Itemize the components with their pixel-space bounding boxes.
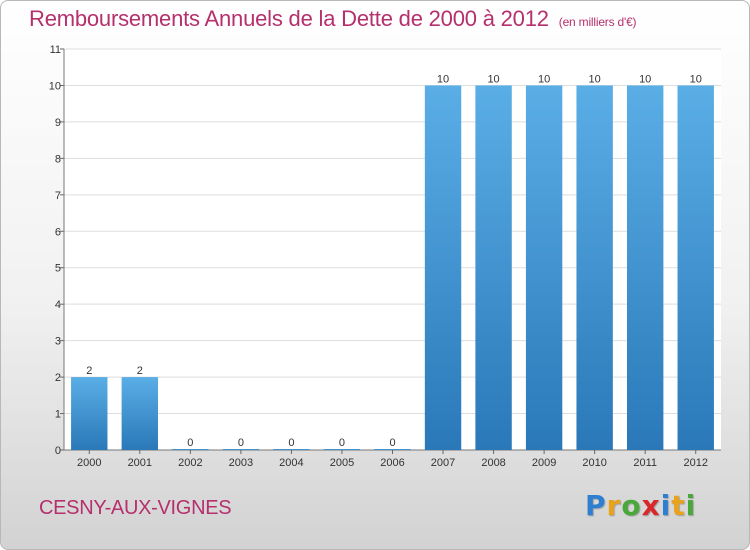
x-tick-label: 2007 <box>431 457 455 469</box>
y-tick-label: 4 <box>55 299 61 311</box>
bar <box>424 85 462 451</box>
chart-title-text: Remboursements Annuels de la Dette de 20… <box>29 6 549 31</box>
x-tick-label: 2010 <box>582 457 606 469</box>
y-tick-label: 10 <box>49 80 61 92</box>
logo-letter: t <box>671 489 686 522</box>
bar-value-label: 10 <box>690 73 702 85</box>
bar-value-label: 2 <box>137 365 143 377</box>
bar-value-label: 10 <box>487 73 499 85</box>
x-tick-label: 2008 <box>481 457 505 469</box>
bar <box>222 449 260 450</box>
bar-value-label: 0 <box>187 437 193 449</box>
y-tick-label: 0 <box>55 445 61 457</box>
bar <box>71 377 108 450</box>
y-tick-label: 8 <box>55 153 61 165</box>
y-tick-label: 6 <box>55 226 61 238</box>
bar-value-label: 10 <box>437 73 449 85</box>
bar <box>172 449 209 450</box>
bar-value-label: 0 <box>238 437 244 449</box>
bar <box>626 85 664 451</box>
x-tick-label: 2003 <box>229 457 253 469</box>
logo-letter: i <box>685 489 697 522</box>
logo-letter: o <box>621 489 642 522</box>
bar <box>475 85 512 451</box>
logo-letter: P <box>585 489 607 522</box>
bar <box>323 449 361 450</box>
chart-subtitle: (en milliers d'€) <box>558 15 637 29</box>
bar <box>576 85 613 451</box>
bar-value-label: 10 <box>538 73 550 85</box>
x-tick-label: 2011 <box>633 457 657 469</box>
bar <box>374 449 411 450</box>
bar <box>677 85 714 451</box>
y-tick-label: 11 <box>50 44 61 56</box>
plot-area <box>64 49 721 450</box>
bar-value-label: 2 <box>86 365 92 377</box>
bar-value-label: 10 <box>589 73 601 85</box>
proxiti-logo[interactable]: Proxiti <box>585 489 696 522</box>
y-tick-label: 5 <box>55 263 61 275</box>
bar <box>121 377 159 450</box>
x-tick-label: 2006 <box>380 457 404 469</box>
bar <box>273 449 310 450</box>
bar-value-label: 0 <box>389 437 395 449</box>
x-tick-label: 2000 <box>77 457 101 469</box>
logo-letter: r <box>606 489 622 522</box>
x-tick-label: 2012 <box>683 457 707 469</box>
y-tick-label: 2 <box>55 372 61 384</box>
y-tick-label: 7 <box>55 190 61 202</box>
bar <box>525 85 563 451</box>
y-tick-label: 9 <box>55 117 61 129</box>
chart-title: Remboursements Annuels de la Dette de 20… <box>29 6 637 32</box>
x-tick-label: 2004 <box>279 457 303 469</box>
x-tick-label: 2005 <box>330 457 354 469</box>
town-name: CESNY-AUX-VIGNES <box>39 497 232 519</box>
y-tick-label: 1 <box>55 409 61 421</box>
bar-value-label: 0 <box>339 437 345 449</box>
x-tick-label: 2002 <box>178 457 202 469</box>
x-tick-label: 2001 <box>128 457 152 469</box>
logo-letter: i <box>660 489 672 522</box>
bar-value-label: 0 <box>288 437 294 449</box>
logo-letter: x <box>641 489 661 522</box>
bar-value-label: 10 <box>639 73 651 85</box>
x-tick-label: 2009 <box>532 457 556 469</box>
y-tick-label: 3 <box>55 336 61 348</box>
